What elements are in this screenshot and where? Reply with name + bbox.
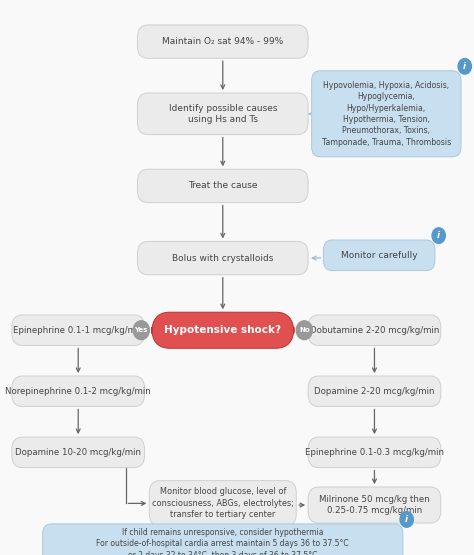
FancyBboxPatch shape <box>308 437 441 467</box>
FancyBboxPatch shape <box>12 376 145 406</box>
Text: Identify possible causes
using Hs and Ts: Identify possible causes using Hs and Ts <box>169 104 277 124</box>
FancyBboxPatch shape <box>308 376 441 406</box>
Circle shape <box>133 321 149 340</box>
Text: i: i <box>405 515 408 524</box>
Text: Norepinephrine 0.1-2 mcg/kg/min: Norepinephrine 0.1-2 mcg/kg/min <box>5 387 151 396</box>
FancyBboxPatch shape <box>43 524 403 555</box>
Text: Treat the cause: Treat the cause <box>188 181 257 190</box>
Text: Hypovolemia, Hypoxia, Acidosis,
Hypoglycemia,
Hypo/Hyperkalemia,
Hypothermia, Te: Hypovolemia, Hypoxia, Acidosis, Hypoglyc… <box>322 80 451 147</box>
Circle shape <box>458 59 471 74</box>
Circle shape <box>296 321 312 340</box>
Text: i: i <box>463 62 466 71</box>
Text: If child remains unresponsive, consider hypothermia
For outside-of-hospital card: If child remains unresponsive, consider … <box>97 528 349 555</box>
FancyBboxPatch shape <box>149 481 296 526</box>
Text: Dopamine 2-20 mcg/kg/min: Dopamine 2-20 mcg/kg/min <box>314 387 435 396</box>
FancyBboxPatch shape <box>137 241 308 275</box>
Text: No: No <box>299 327 310 333</box>
FancyBboxPatch shape <box>308 315 441 345</box>
Text: Maintain O₂ sat 94% - 99%: Maintain O₂ sat 94% - 99% <box>162 37 283 46</box>
Text: Bolus with crystalloids: Bolus with crystalloids <box>172 254 273 263</box>
Text: i: i <box>437 231 440 240</box>
FancyBboxPatch shape <box>308 487 441 523</box>
FancyBboxPatch shape <box>137 25 308 58</box>
FancyBboxPatch shape <box>12 437 145 467</box>
Text: Hypotensive shock?: Hypotensive shock? <box>164 325 281 335</box>
Text: Monitor blood glucose, level of
consciousness, ABGs, electrolytes;
transfer to t: Monitor blood glucose, level of consciou… <box>152 487 294 519</box>
FancyBboxPatch shape <box>324 240 435 270</box>
Text: Milrinone 50 mcg/kg then
0.25-0.75 mcg/kg/min: Milrinone 50 mcg/kg then 0.25-0.75 mcg/k… <box>319 495 430 515</box>
Circle shape <box>432 228 446 243</box>
FancyBboxPatch shape <box>311 70 461 157</box>
FancyBboxPatch shape <box>137 169 308 203</box>
FancyBboxPatch shape <box>152 312 294 349</box>
Text: Monitor carefully: Monitor carefully <box>341 251 418 260</box>
Text: Dobutamine 2-20 mcg/kg/min: Dobutamine 2-20 mcg/kg/min <box>310 326 439 335</box>
FancyBboxPatch shape <box>12 315 145 345</box>
Text: Epinephrine 0.1-0.3 mcg/kg/min: Epinephrine 0.1-0.3 mcg/kg/min <box>305 448 444 457</box>
Text: Epinephrine 0.1-1 mcg/kg/min: Epinephrine 0.1-1 mcg/kg/min <box>13 326 144 335</box>
FancyBboxPatch shape <box>137 93 308 134</box>
Text: Dopamine 10-20 mcg/kg/min: Dopamine 10-20 mcg/kg/min <box>15 448 141 457</box>
Circle shape <box>400 512 413 527</box>
Text: Yes: Yes <box>135 327 148 333</box>
